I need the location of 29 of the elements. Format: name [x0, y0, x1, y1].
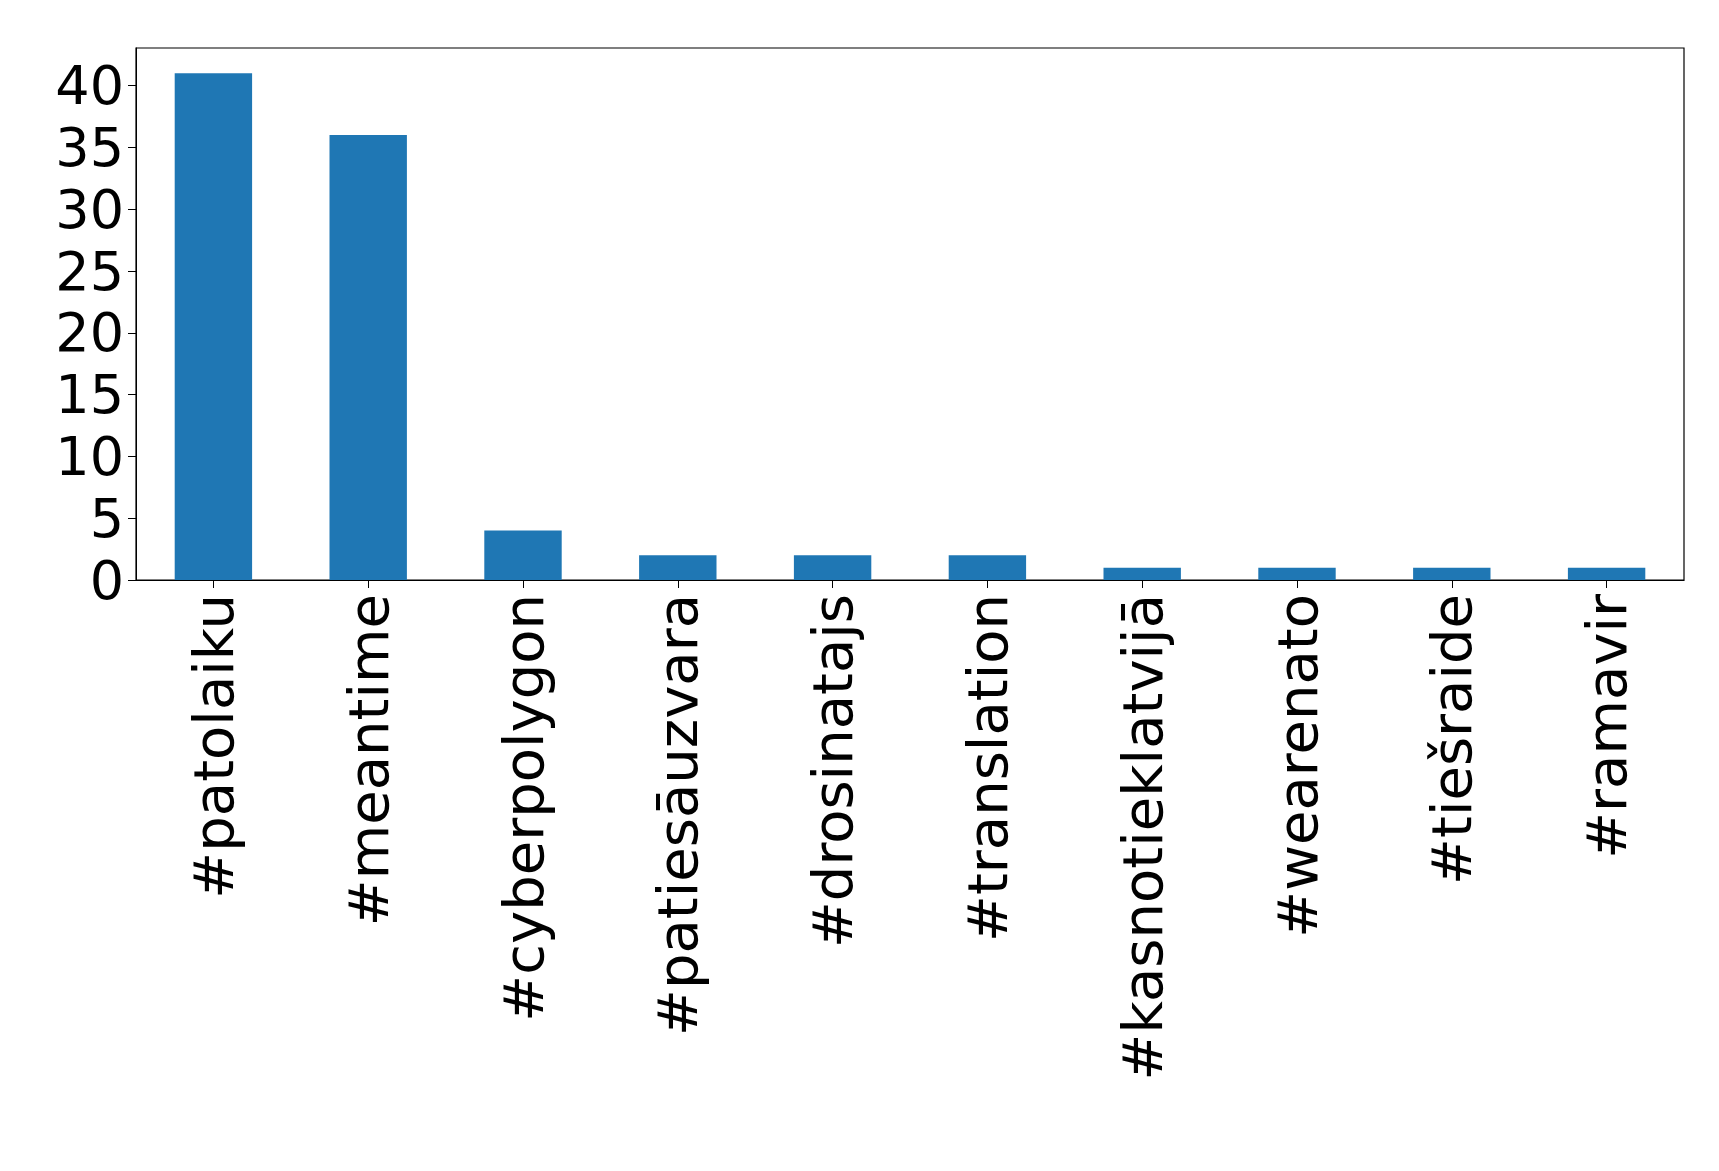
- x-tick-label: #patolaiku: [180, 594, 246, 899]
- x-tick-label: #translation: [954, 594, 1020, 943]
- x-tick-label: #drosinatajs: [800, 594, 866, 949]
- y-tick-label: 35: [55, 115, 124, 179]
- bar: [639, 555, 717, 580]
- x-tick-label: #wearenato: [1264, 594, 1330, 938]
- y-tick-label: 20: [55, 301, 124, 365]
- y-tick-label: 30: [55, 177, 124, 241]
- x-tick-label: #ramavir: [1574, 593, 1640, 859]
- bar: [1567, 567, 1646, 580]
- y-tick-label: 5: [89, 486, 124, 550]
- x-tick-label: #tiešraide: [1419, 594, 1485, 885]
- y-tick-label: 15: [55, 363, 124, 427]
- x-tick-label: #cyberpolygon: [490, 594, 556, 1022]
- bar: [1413, 567, 1491, 580]
- bar: [1258, 567, 1336, 580]
- bar: [793, 555, 872, 580]
- bar: [174, 73, 253, 580]
- x-tick-label: #kasnotieklatvijā: [1109, 594, 1175, 1081]
- bar: [1103, 567, 1181, 580]
- y-tick-label: 10: [55, 424, 124, 488]
- bar: [484, 530, 562, 580]
- bar: [948, 555, 1027, 580]
- x-tick-label: #meantime: [335, 594, 401, 927]
- x-tick-label: #patiesāuzvara: [645, 594, 711, 1036]
- bar: [329, 135, 407, 580]
- y-tick-label: 0: [89, 548, 124, 612]
- y-tick-label: 25: [55, 239, 124, 303]
- y-tick-label: 40: [55, 54, 124, 118]
